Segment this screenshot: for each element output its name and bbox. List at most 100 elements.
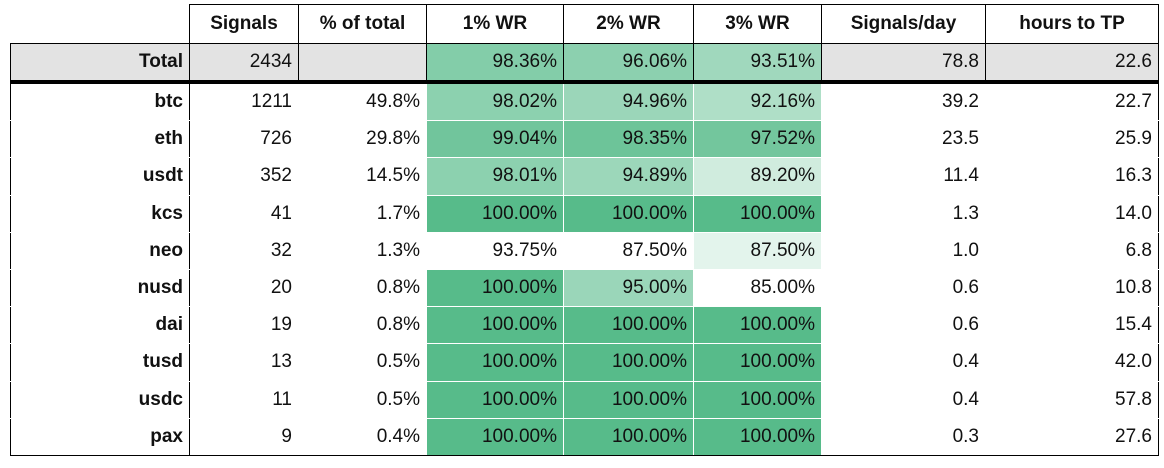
cell: 100.00%: [426, 380, 564, 419]
cell: 89.20%: [693, 157, 822, 196]
column-header: 2% WR: [563, 4, 694, 44]
cell: 98.02%: [426, 81, 564, 122]
cell: 41: [189, 194, 299, 233]
row-label: tusd: [10, 343, 190, 382]
cell: 96.06%: [563, 43, 694, 84]
cell: 100.00%: [693, 194, 822, 233]
cell: 14.0: [985, 194, 1159, 233]
cell: 20: [189, 268, 299, 308]
cell: 100.00%: [693, 380, 822, 419]
cell: 0.4: [821, 343, 986, 382]
row-label: nusd: [10, 268, 190, 308]
cell: 94.89%: [563, 157, 694, 196]
data-row: usdt 352 14.5% 98.01% 94.89% 89.20% 11.4 16.3: [10, 157, 1159, 196]
data-row: eth 726 29.8% 99.04% 98.35% 97.52% 23.5 25.9: [10, 120, 1159, 159]
cell: 92.16%: [693, 81, 822, 122]
cell: 87.50%: [563, 231, 694, 270]
cell: 29.8%: [298, 120, 427, 159]
cell: 98.36%: [426, 43, 564, 84]
row-label: kcs: [10, 194, 190, 233]
row-label: btc: [10, 81, 190, 122]
row-label: pax: [10, 417, 190, 456]
cell: 42.0: [985, 343, 1159, 382]
cell: 726: [189, 120, 299, 159]
cell: 94.96%: [563, 81, 694, 122]
cell: 22.7: [985, 81, 1159, 122]
cell: 0.8%: [298, 268, 427, 308]
column-header: 3% WR: [693, 4, 822, 44]
column-header: hours to TP: [985, 4, 1159, 44]
cell: 100.00%: [693, 306, 822, 345]
cell: 19: [189, 306, 299, 345]
cell: 0.6: [821, 306, 986, 345]
cell: 1.3: [821, 194, 986, 233]
cell: 100.00%: [693, 417, 822, 456]
cell: 13: [189, 343, 299, 382]
cell: 0.3: [821, 417, 986, 456]
cell: 22.6: [985, 43, 1159, 84]
cell: 100.00%: [426, 417, 564, 456]
cell: 98.35%: [563, 120, 694, 159]
cell: 100.00%: [563, 343, 694, 382]
cell: 11.4: [821, 157, 986, 196]
total-row: Total 2434 98.36% 96.06% 93.51% 78.8 22.6: [10, 43, 1159, 84]
corner-cell: [10, 4, 190, 44]
cell: 0.4%: [298, 417, 427, 456]
cell: 100.00%: [693, 343, 822, 382]
cell: 100.00%: [563, 194, 694, 233]
cell: 57.8: [985, 380, 1159, 419]
column-header: Signals/day: [821, 4, 986, 44]
cell: 93.51%: [693, 43, 822, 84]
signals-table: Signals% of total 1% WR 2% WR 3% WR Signals/…: [10, 4, 1159, 456]
cell: 1.7%: [298, 194, 427, 233]
column-header: Signals: [189, 4, 299, 44]
data-row: nusd 20 0.8% 100.00% 95.00% 85.00% 0.6 10.8: [10, 268, 1159, 308]
cell: 78.8: [821, 43, 986, 84]
cell: 1.3%: [298, 231, 427, 270]
cell: 98.01%: [426, 157, 564, 196]
row-label: usdc: [10, 380, 190, 419]
cell: 97.52%: [693, 120, 822, 159]
table-body: Total 2434 98.36% 96.06% 93.51% 78.8 22.6 btc 12…: [10, 43, 1159, 456]
header-row: Signals% of total 1% WR 2% WR 3% WR Signals/…: [10, 4, 1159, 44]
data-row: pax 9 0.4% 100.00% 100.00% 100.00% 0.3 27.6: [10, 417, 1159, 456]
cell: 99.04%: [426, 120, 564, 159]
cell: 6.8: [985, 231, 1159, 270]
cell: 100.00%: [563, 417, 694, 456]
cell: 100.00%: [426, 268, 564, 308]
cell: 0.4: [821, 380, 986, 419]
cell: 32: [189, 231, 299, 270]
row-label: Total: [10, 43, 190, 84]
cell: 352: [189, 157, 299, 196]
cell: 15.4: [985, 306, 1159, 345]
row-label: eth: [10, 120, 190, 159]
cell: 14.5%: [298, 157, 427, 196]
cell: 25.9: [985, 120, 1159, 159]
data-row: kcs 41 1.7% 100.00% 100.00% 100.00% 1.3 14.0: [10, 194, 1159, 233]
column-header: % of total: [298, 4, 427, 44]
row-label: usdt: [10, 157, 190, 196]
column-header: 1% WR: [426, 4, 564, 44]
cell: 100.00%: [426, 306, 564, 345]
cell: 39.2: [821, 81, 986, 122]
cell: 0.6: [821, 268, 986, 308]
cell: 100.00%: [426, 343, 564, 382]
cell: 93.75%: [426, 231, 564, 270]
data-row: usdc 11 0.5% 100.00% 100.00% 100.00% 0.4 57.8: [10, 380, 1159, 419]
cell: 2434: [189, 43, 299, 84]
cell: 0.8%: [298, 306, 427, 345]
cell: 16.3: [985, 157, 1159, 196]
cell: 85.00%: [693, 268, 822, 308]
cell: 0.5%: [298, 343, 427, 382]
cell: 100.00%: [563, 380, 694, 419]
data-row: neo 32 1.3% 93.75% 87.50% 87.50% 1.0 6.8: [10, 231, 1159, 270]
cell: [298, 43, 427, 84]
row-label: neo: [10, 231, 190, 270]
cell: 0.5%: [298, 380, 427, 419]
cell: 1.0: [821, 231, 986, 270]
cell: 87.50%: [693, 231, 822, 270]
cell: 11: [189, 380, 299, 419]
row-label: dai: [10, 306, 190, 345]
cell: 95.00%: [563, 268, 694, 308]
